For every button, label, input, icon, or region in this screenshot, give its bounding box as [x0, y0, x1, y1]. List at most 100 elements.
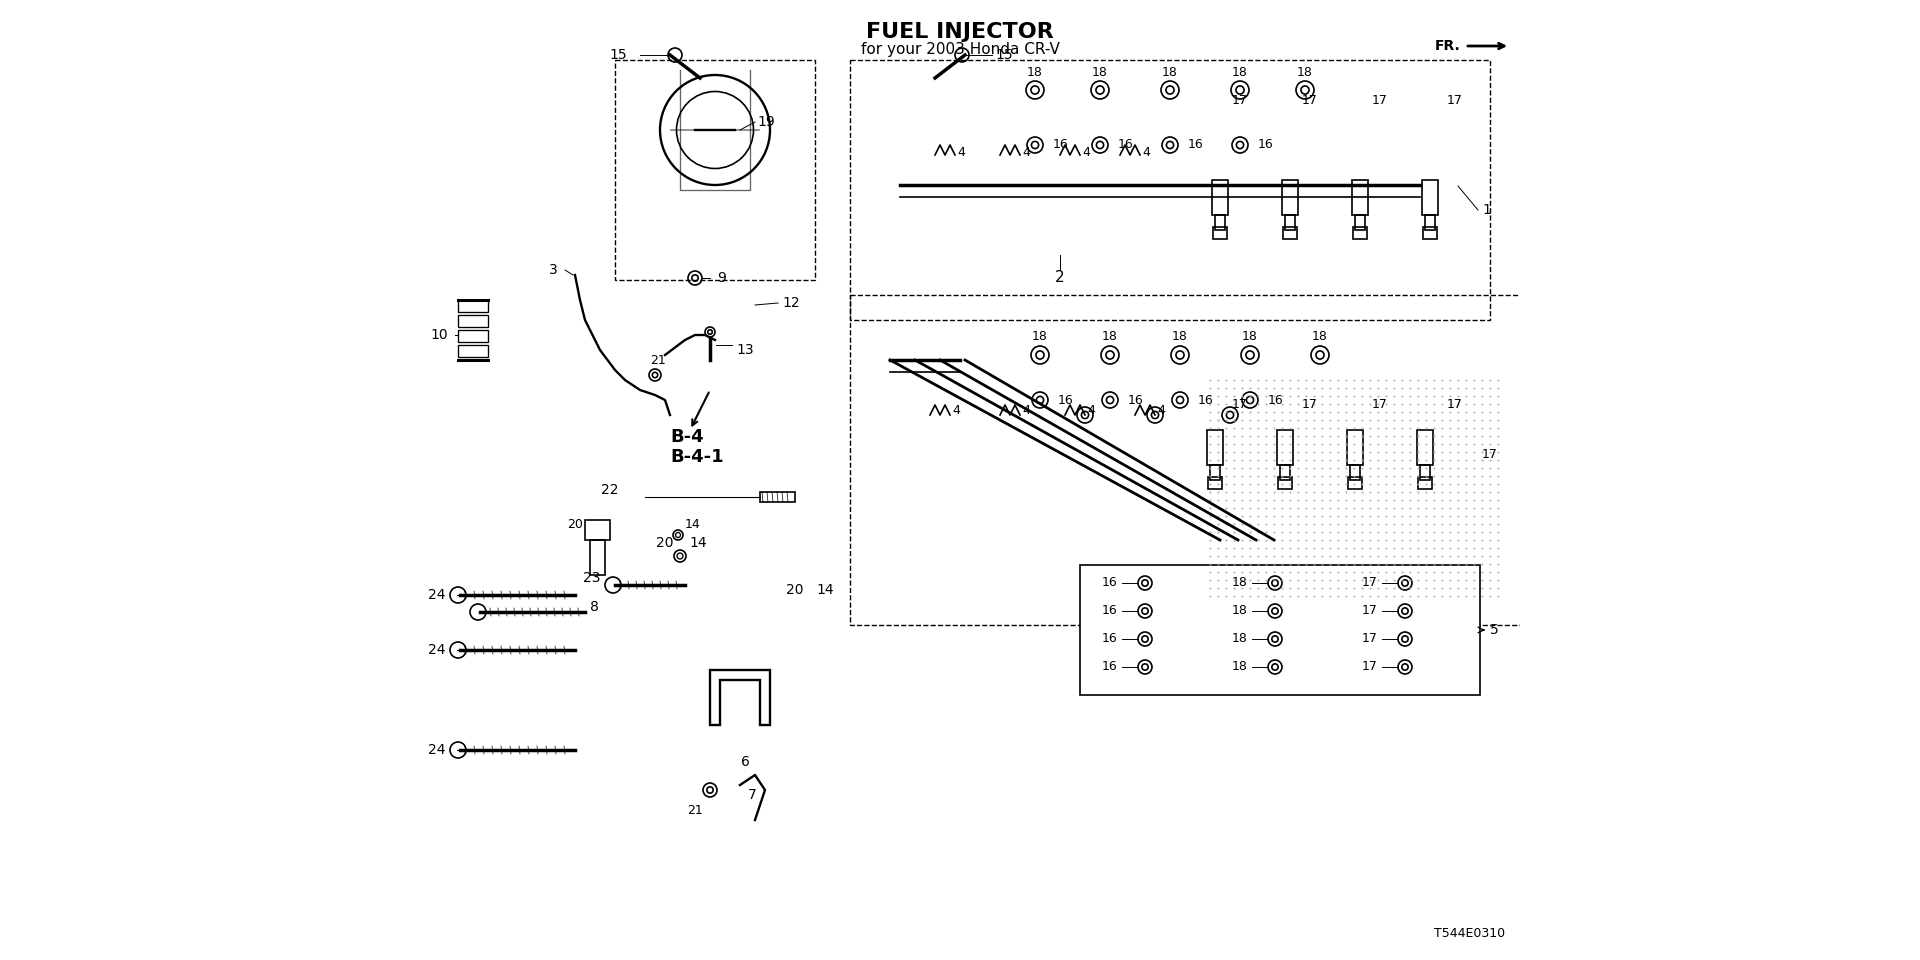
Bar: [1283, 227, 1298, 239]
Text: B-4: B-4: [670, 428, 703, 446]
Text: 15: 15: [995, 48, 1012, 62]
Text: 16: 16: [1052, 138, 1069, 152]
Text: 16: 16: [1117, 138, 1133, 152]
Text: 16: 16: [1102, 605, 1117, 617]
Text: 16: 16: [1058, 394, 1073, 406]
Text: 4: 4: [1158, 403, 1165, 417]
Text: 18: 18: [1027, 65, 1043, 79]
Text: 17: 17: [1233, 93, 1248, 107]
Bar: [1354, 227, 1367, 239]
Bar: [1212, 180, 1229, 215]
Text: 4: 4: [1021, 403, 1029, 417]
Bar: [1208, 430, 1223, 465]
Text: for your 2003 Honda CR-V: for your 2003 Honda CR-V: [860, 42, 1060, 57]
Text: 16: 16: [1267, 394, 1284, 406]
Bar: [1419, 477, 1432, 489]
Text: 13: 13: [735, 343, 755, 357]
Text: 15: 15: [609, 48, 628, 62]
Bar: [459, 345, 488, 357]
Text: 8: 8: [589, 600, 599, 614]
Bar: [851, 60, 1490, 320]
Bar: [1350, 465, 1359, 480]
Text: 24: 24: [428, 743, 445, 757]
Text: 4: 4: [1142, 146, 1150, 158]
Text: 1: 1: [1482, 203, 1490, 217]
Text: 21: 21: [687, 804, 703, 817]
Text: 4: 4: [1083, 146, 1091, 158]
Text: 16: 16: [1102, 577, 1117, 589]
Text: 14: 14: [689, 536, 707, 550]
Bar: [1423, 180, 1438, 215]
Text: 17: 17: [1302, 398, 1317, 412]
Text: 20: 20: [787, 583, 804, 597]
Text: 20: 20: [566, 518, 584, 531]
Text: 18: 18: [1233, 65, 1248, 79]
Text: 16: 16: [1102, 633, 1117, 645]
Text: 18: 18: [1162, 65, 1179, 79]
Text: 24: 24: [428, 588, 445, 602]
Bar: [459, 315, 488, 327]
Bar: [1208, 477, 1221, 489]
Bar: [1421, 465, 1430, 480]
Text: 21: 21: [651, 353, 666, 367]
Text: 18: 18: [1092, 65, 1108, 79]
Bar: [459, 300, 488, 312]
Text: 16: 16: [1198, 394, 1213, 406]
Text: 6: 6: [741, 755, 749, 769]
Text: 18: 18: [1233, 605, 1248, 617]
Text: 16: 16: [1102, 660, 1117, 674]
Bar: [851, 295, 1530, 625]
Bar: [1423, 227, 1436, 239]
Bar: [1417, 430, 1432, 465]
Text: 18: 18: [1233, 660, 1248, 674]
Bar: [1277, 430, 1292, 465]
Bar: [614, 60, 814, 280]
Text: 19: 19: [756, 115, 776, 129]
Bar: [1281, 465, 1290, 480]
Bar: [1283, 180, 1298, 215]
Text: 17: 17: [1361, 660, 1379, 674]
Text: 22: 22: [601, 483, 618, 497]
Text: 17: 17: [1361, 577, 1379, 589]
Text: 14: 14: [685, 518, 701, 532]
Text: 20: 20: [657, 536, 674, 550]
Bar: [760, 492, 795, 502]
Text: 7: 7: [749, 788, 756, 802]
Text: 17: 17: [1448, 398, 1463, 412]
Bar: [1210, 465, 1219, 480]
Text: 16: 16: [1258, 138, 1273, 152]
Text: 9: 9: [716, 271, 726, 285]
Bar: [1356, 215, 1365, 230]
Text: 3: 3: [549, 263, 559, 277]
Text: 18: 18: [1233, 577, 1248, 589]
Bar: [1348, 430, 1363, 465]
Text: 24: 24: [428, 643, 445, 657]
Bar: [1215, 215, 1225, 230]
Text: 4: 4: [1087, 403, 1094, 417]
Text: 18: 18: [1242, 329, 1258, 343]
Text: 17: 17: [1361, 633, 1379, 645]
Text: 16: 16: [1188, 138, 1204, 152]
Bar: [1079, 565, 1480, 695]
Bar: [1284, 215, 1294, 230]
Text: 10: 10: [430, 328, 447, 342]
Bar: [1213, 227, 1227, 239]
Text: 18: 18: [1171, 329, 1188, 343]
Text: 17: 17: [1302, 93, 1317, 107]
Text: 18: 18: [1102, 329, 1117, 343]
Text: 18: 18: [1298, 65, 1313, 79]
Text: 23: 23: [582, 571, 599, 585]
Text: 17: 17: [1373, 93, 1388, 107]
Text: 16: 16: [1129, 394, 1144, 406]
Text: 2: 2: [1056, 271, 1066, 285]
Text: 14: 14: [816, 583, 833, 597]
Text: FR.: FR.: [1434, 39, 1459, 53]
Text: 5: 5: [1490, 623, 1500, 637]
Bar: [1279, 477, 1292, 489]
Text: B-4-1: B-4-1: [670, 448, 724, 466]
Text: 12: 12: [781, 296, 799, 310]
Text: 17: 17: [1373, 398, 1388, 412]
Text: FUEL INJECTOR: FUEL INJECTOR: [866, 22, 1054, 42]
Bar: [589, 540, 605, 575]
Bar: [1348, 477, 1361, 489]
